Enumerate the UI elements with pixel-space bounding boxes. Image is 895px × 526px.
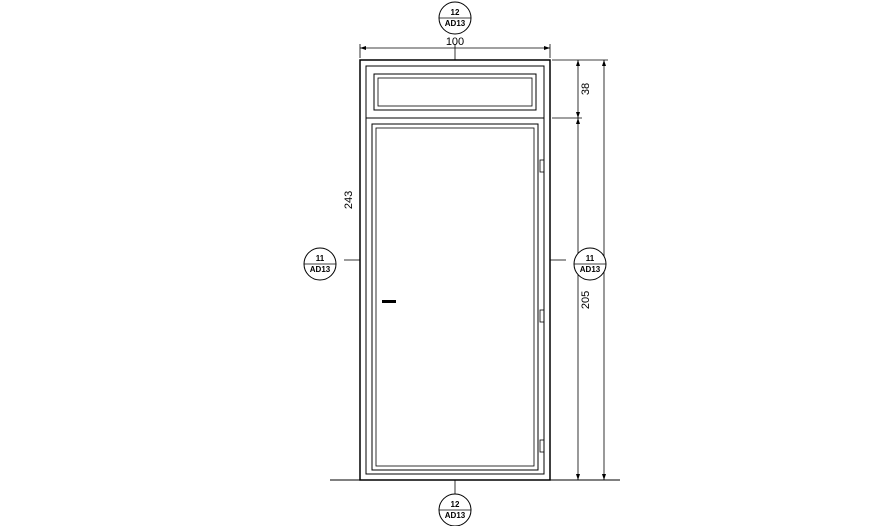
door-elevation-drawing: 100 38 205 243 12 AD13 bbox=[0, 0, 895, 526]
marker-top-ref: AD13 bbox=[445, 19, 466, 28]
marker-bottom-num: 12 bbox=[451, 500, 460, 509]
door-leaf-inner bbox=[376, 128, 534, 466]
marker-bottom-ref: AD13 bbox=[445, 511, 466, 520]
dim-total-left: 243 bbox=[343, 191, 355, 209]
marker-left-ref: AD13 bbox=[310, 265, 331, 274]
marker-right-ref: AD13 bbox=[580, 265, 601, 274]
transom-panel bbox=[374, 74, 536, 110]
door-leaf-outer bbox=[372, 124, 538, 470]
dim-transom-value: 38 bbox=[580, 83, 592, 95]
frame-outer bbox=[360, 60, 550, 480]
section-marker-top: 12 AD13 bbox=[439, 2, 471, 34]
section-marker-right: 11 AD13 bbox=[574, 248, 606, 280]
frame-inner bbox=[366, 66, 544, 474]
marker-right-num: 11 bbox=[586, 254, 595, 263]
section-marker-left: 11 AD13 bbox=[304, 248, 336, 280]
dim-door-h: 205 bbox=[552, 118, 592, 480]
dim-total-value: 243 bbox=[343, 191, 355, 209]
dim-width-value: 100 bbox=[446, 36, 464, 48]
hinge-mid bbox=[540, 310, 544, 322]
marker-left-num: 11 bbox=[316, 254, 325, 263]
transom-panel-inner bbox=[378, 78, 532, 106]
section-marker-bottom: 12 AD13 bbox=[439, 494, 471, 526]
dim-door-value: 205 bbox=[580, 291, 592, 309]
hinge-bot bbox=[540, 440, 544, 452]
door-handle bbox=[382, 300, 396, 303]
hinge-top bbox=[540, 160, 544, 172]
dim-transom-h: 38 bbox=[552, 60, 592, 118]
marker-top-num: 12 bbox=[451, 8, 460, 17]
